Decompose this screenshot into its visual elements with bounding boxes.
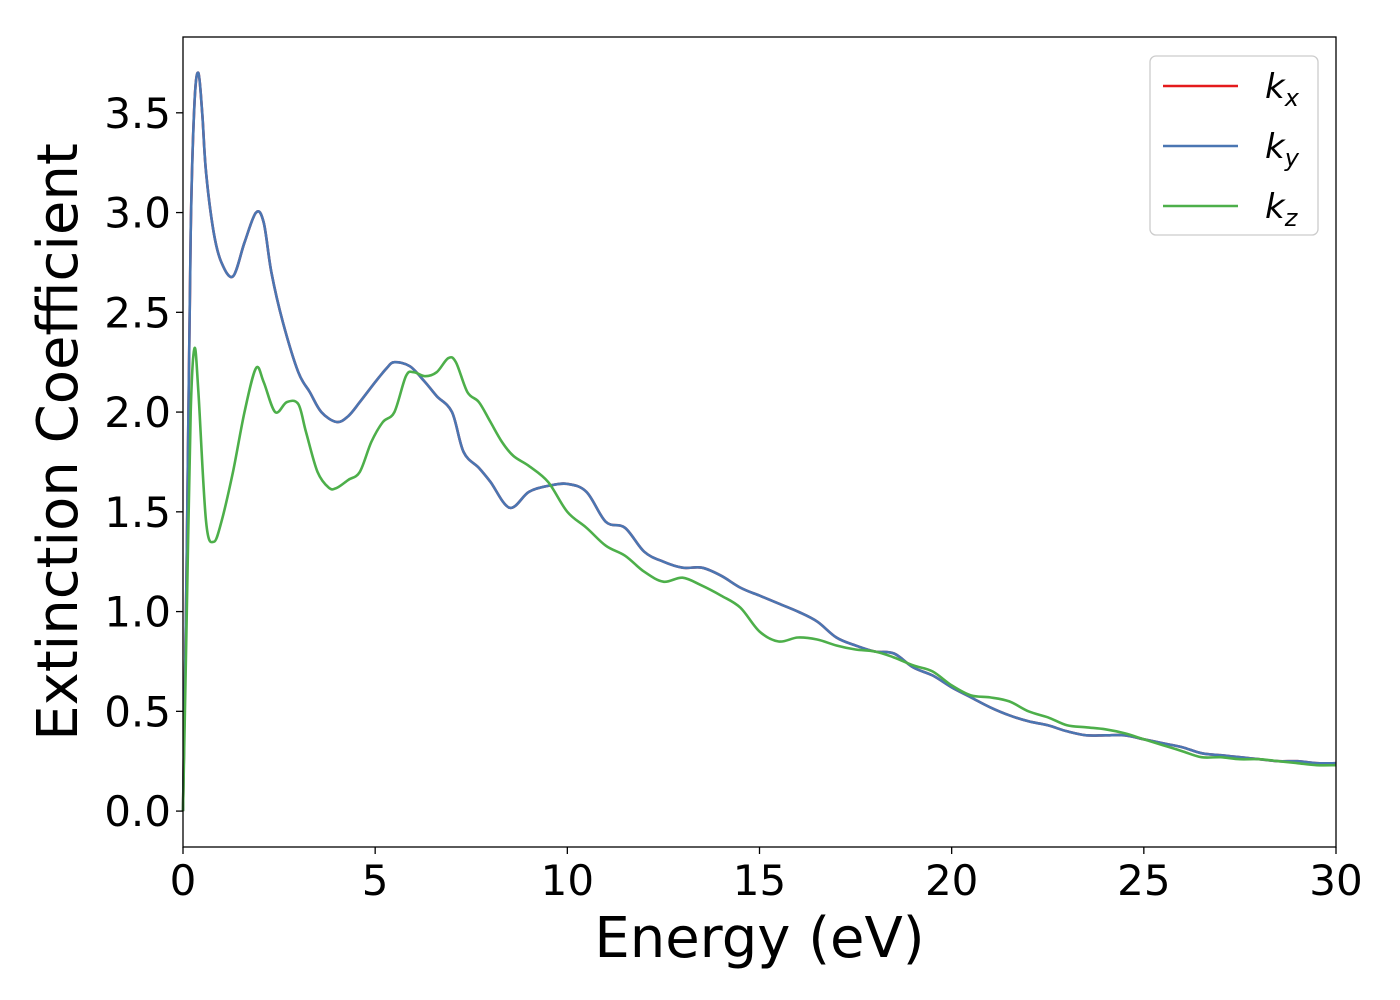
y-tick-label: 0.0: [104, 787, 171, 836]
x-tick-label: 10: [541, 856, 594, 905]
y-tick-label: 3.5: [104, 89, 171, 138]
y-tick-label: 1.5: [104, 488, 171, 537]
y-tick-label: 0.5: [104, 687, 171, 736]
x-axis-title: Energy (eV): [594, 906, 924, 971]
legend-label-z: kz: [1265, 187, 1299, 232]
y-axis-ticks: 0.0 0.5 1.0 1.5 2.0 2.5 3.0 3.5: [104, 89, 183, 836]
legend: kx ky kz: [1149, 55, 1319, 236]
x-axis-ticks: 0 5 10 15 20 25 30: [170, 847, 1363, 905]
series-lines: [181, 71, 1337, 812]
y-tick-label: 2.5: [104, 288, 171, 337]
x-tick-label: 20: [925, 856, 978, 905]
x-tick-label: 5: [362, 856, 389, 905]
y-tick-label: 2.0: [104, 388, 171, 437]
y-tick-label: 1.0: [104, 588, 171, 637]
y-tick-label: 3.0: [104, 189, 171, 238]
legend-label-y: ky: [1265, 127, 1300, 172]
x-tick-label: 0: [170, 856, 197, 905]
series-line-y: [181, 71, 1337, 812]
x-tick-label: 15: [733, 856, 786, 905]
x-tick-label: 25: [1117, 856, 1170, 905]
legend-label-x: kx: [1265, 67, 1300, 112]
series-line-z: [181, 346, 1337, 812]
x-tick-label: 30: [1309, 856, 1362, 905]
y-axis-title: Extinction Coefficient: [26, 143, 91, 741]
